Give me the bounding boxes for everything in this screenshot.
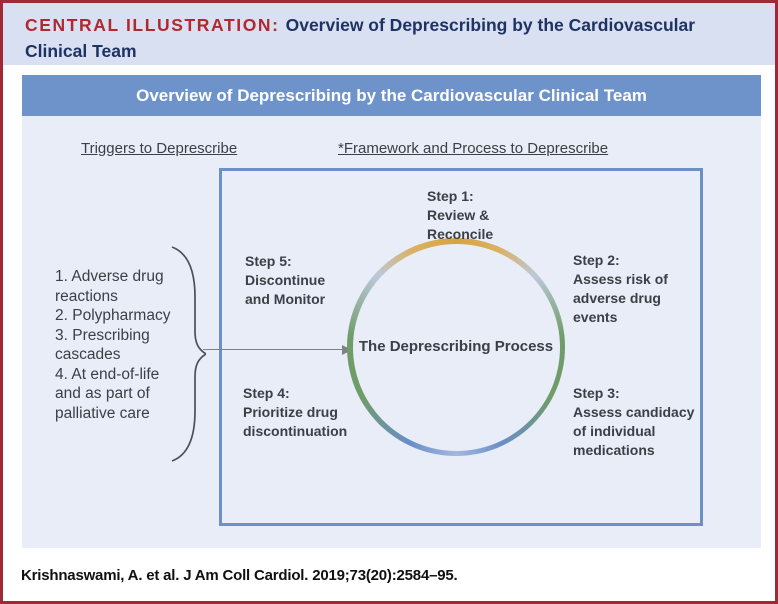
illustration-panel: Overview of Deprescribing by the Cardiov… <box>22 75 761 548</box>
central-illustration-kicker: CENTRAL ILLUSTRATION: <box>25 15 280 35</box>
figure-title-line2: Clinical Team <box>25 41 137 61</box>
triggers-heading: Triggers to Deprescribe <box>81 140 238 157</box>
figure-header: CENTRAL ILLUSTRATION: Overview of Depresc… <box>3 3 775 65</box>
step-1-label: Step 1: Review & Reconcile <box>427 188 494 242</box>
process-center-label: The Deprescribing Process <box>358 338 554 356</box>
step-2-label: Step 2: Assess risk of adverse drug even… <box>573 252 668 325</box>
deprescribing-process-ring: The Deprescribing Process <box>347 238 565 456</box>
step-3-label: Step 3: Assess candidacy of individual m… <box>573 385 695 458</box>
triggers-list: 1. Adverse drug reactions 2. Polypharmac… <box>55 268 171 422</box>
step-4-label: Step 4: Prioritize drug discontinuation <box>243 385 348 439</box>
citation-text: Krishnaswami, A. et al. J Am Coll Cardio… <box>21 567 458 584</box>
framework-box <box>219 168 703 526</box>
brace-shape <box>171 246 206 462</box>
panel-banner-title: Overview of Deprescribing by the Cardiov… <box>22 75 761 116</box>
step-5-label: Step 5: Discontinue and Monitor <box>245 253 326 307</box>
process-arrow-line <box>203 349 344 350</box>
framework-heading: *Framework and Process to Deprescribe <box>338 140 609 157</box>
figure-title-line1: Overview of Deprescribing by the Cardiov… <box>285 15 696 35</box>
